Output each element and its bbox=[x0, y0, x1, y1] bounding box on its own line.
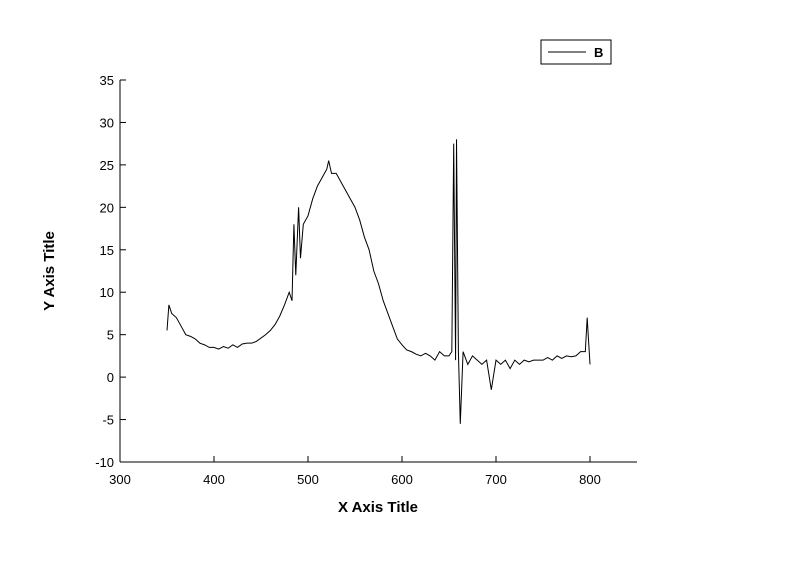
legend-label: B bbox=[594, 45, 603, 60]
y-tick-label: -10 bbox=[95, 455, 114, 470]
x-axis-title: X Axis Title bbox=[338, 499, 418, 516]
y-tick-label: 15 bbox=[100, 243, 114, 258]
x-tick-label: 600 bbox=[391, 472, 413, 487]
y-tick-label: 10 bbox=[100, 285, 114, 300]
y-tick-label: 0 bbox=[107, 370, 114, 385]
y-tick-label: -5 bbox=[102, 413, 114, 428]
x-tick-label: 800 bbox=[579, 472, 601, 487]
x-tick-label: 700 bbox=[485, 472, 507, 487]
data-line bbox=[166, 139, 591, 424]
y-tick-label: 30 bbox=[100, 115, 114, 130]
x-tick-label: 500 bbox=[297, 472, 319, 487]
y-tick-label: 5 bbox=[107, 328, 114, 343]
y-axis-title: Y Axis Title bbox=[41, 231, 58, 311]
x-tick-label: 400 bbox=[203, 472, 225, 487]
y-tick-label: 25 bbox=[100, 158, 114, 173]
y-tick-label: 20 bbox=[100, 200, 114, 215]
x-tick-label: 300 bbox=[109, 472, 131, 487]
y-tick-label: 35 bbox=[100, 73, 114, 88]
